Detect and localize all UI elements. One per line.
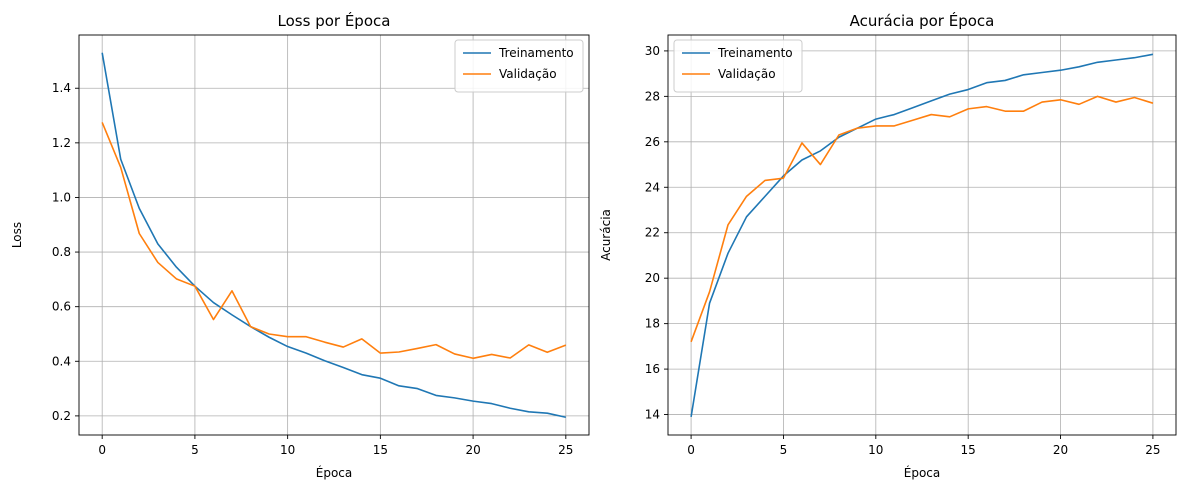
series-line-validacao <box>101 122 567 360</box>
x-tick-label: 0 <box>687 443 695 457</box>
x-tick-label: 15 <box>373 443 388 457</box>
y-tick-label: 30 <box>645 44 660 58</box>
y-axis-label: Acurácia <box>599 209 613 261</box>
y-tick-label: 1.2 <box>52 136 71 150</box>
y-tick-label: 22 <box>645 226 660 240</box>
y-tick-label: 14 <box>645 408 660 422</box>
legend: Treinamento Validação <box>673 39 803 93</box>
chart-title: Acurácia por Época <box>850 11 995 30</box>
series-line-treinamento <box>101 52 566 419</box>
x-tick-label: 20 <box>1053 443 1068 457</box>
series-line-treinamento <box>690 53 1154 417</box>
x-tick-label: 20 <box>465 443 480 457</box>
axes-frame <box>667 34 1177 436</box>
y-tick-label: 1.0 <box>52 190 71 204</box>
x-tick-label: 5 <box>191 443 199 457</box>
x-tick-label: 25 <box>558 443 573 457</box>
chart-panel-0: 0 5 10 15 20 25 0.2 0.4 0.6 0.8 1.0 1.2 1.4 Loss por … <box>10 11 590 480</box>
y-tick-label: 24 <box>645 180 660 194</box>
x-axis-label: Época <box>316 465 353 480</box>
y-tick-label: 20 <box>645 271 660 285</box>
legend: Treinamento Validação <box>454 39 584 93</box>
chart-panel-1: 0 5 10 15 20 25 14 16 18 20 22 24 26 28 30 Acurácia por… <box>599 11 1177 480</box>
legend-label: Validação <box>718 67 776 81</box>
legend-label: Validação <box>499 67 557 81</box>
y-axis-label: Loss <box>10 222 24 248</box>
y-tick-label: 16 <box>645 362 660 376</box>
y-tick-label: 28 <box>645 89 660 103</box>
axes-frame <box>78 34 590 436</box>
y-tick-label: 1.4 <box>52 81 71 95</box>
y-tick-label: 0.8 <box>52 245 71 259</box>
x-tick-label: 10 <box>280 443 295 457</box>
x-tick-label: 10 <box>868 443 883 457</box>
y-tick-label: 18 <box>645 317 660 331</box>
y-tick-label: 0.4 <box>52 354 71 368</box>
y-tick-label: 0.6 <box>52 300 71 314</box>
y-tick-label: 0.2 <box>52 409 71 423</box>
series-line-validacao <box>690 95 1154 343</box>
x-tick-label: 5 <box>780 443 788 457</box>
x-tick-label: 15 <box>961 443 976 457</box>
x-tick-label: 25 <box>1145 443 1160 457</box>
legend-label: Treinamento <box>498 46 574 60</box>
y-tick-label: 26 <box>645 135 660 149</box>
chart-title: Loss por Época <box>278 11 391 30</box>
x-axis-label: Época <box>904 465 941 480</box>
legend-label: Treinamento <box>717 46 793 60</box>
x-tick-label: 0 <box>98 443 106 457</box>
